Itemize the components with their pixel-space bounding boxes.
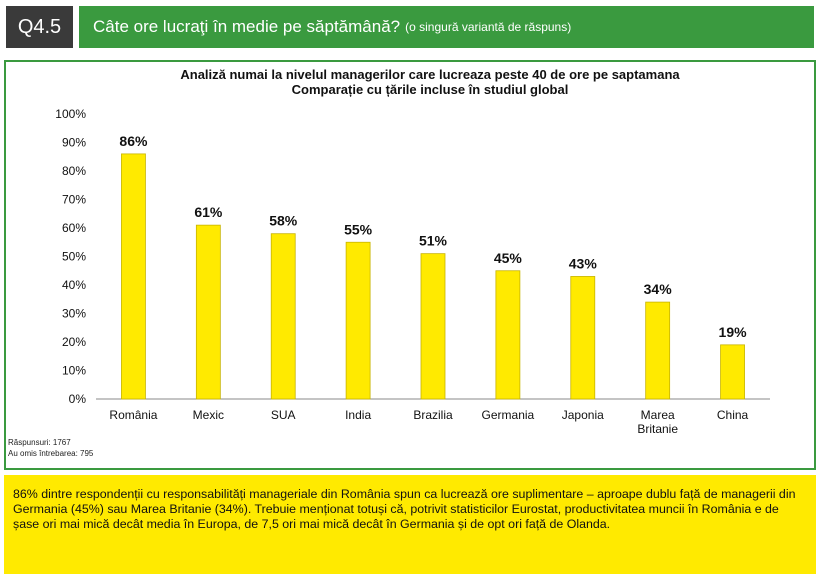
x-tick-label: Brazilia bbox=[413, 408, 453, 422]
x-tick-label: Japonia bbox=[562, 408, 604, 422]
chart-title: Analiză numai la nivelul managerilor car… bbox=[180, 67, 680, 82]
x-tick-label: China bbox=[717, 408, 749, 422]
y-tick-label: 100% bbox=[55, 107, 86, 121]
x-tick-label: SUA bbox=[271, 408, 296, 422]
summary-text: 86% dintre respondenții cu responsabilit… bbox=[13, 487, 796, 531]
responses-count: Răspunsuri: 1767 bbox=[8, 438, 71, 447]
question-number: Q4.5 bbox=[17, 15, 62, 38]
bar-chart: 0% 10% 20% 30% 40% 50% 60% 70% 80% 90% 100% 86% Româ… bbox=[55, 107, 770, 436]
bar bbox=[270, 233, 296, 400]
y-tick-label: 70% bbox=[62, 193, 86, 207]
question-number-badge: Q4.5 bbox=[6, 6, 73, 48]
chart-subtitle: Comparație cu țările incluse în studiul … bbox=[291, 82, 569, 97]
chart-title-block: Analiză numai la nivelul managerilor car… bbox=[0, 67, 820, 97]
x-tick-label: România bbox=[109, 408, 157, 422]
data-label: 51% bbox=[419, 233, 448, 249]
y-tick-label: 40% bbox=[62, 278, 86, 292]
y-tick-label: 30% bbox=[62, 307, 86, 321]
data-label: 19% bbox=[719, 324, 748, 340]
chart-frame bbox=[4, 60, 816, 470]
summary-box: 86% dintre respondenții cu responsabilit… bbox=[4, 475, 816, 574]
bar bbox=[495, 270, 521, 400]
data-label: 45% bbox=[494, 250, 523, 266]
y-tick-label: 0% bbox=[69, 392, 87, 406]
y-tick-label: 90% bbox=[62, 136, 86, 150]
data-label: 55% bbox=[344, 221, 373, 237]
question-header: Câte ore lucraţi în medie pe săptămână? … bbox=[79, 6, 814, 48]
y-tick-label: 50% bbox=[62, 250, 86, 264]
data-label: 58% bbox=[269, 213, 298, 229]
bar bbox=[345, 241, 371, 400]
x-tick-label: Britanie bbox=[637, 422, 678, 436]
bar bbox=[720, 344, 745, 400]
x-tick-label: Marea bbox=[641, 408, 675, 422]
data-label: 34% bbox=[644, 281, 673, 297]
data-label: 86% bbox=[119, 133, 148, 149]
y-tick-label: 20% bbox=[62, 335, 86, 349]
question-text: Câte ore lucraţi în medie pe săptămână? bbox=[93, 17, 401, 36]
bar bbox=[195, 224, 221, 400]
x-tick-label: Germania bbox=[482, 408, 535, 422]
y-tick-label: 60% bbox=[62, 221, 86, 235]
omitted-count: Au omis întrebarea: 795 bbox=[8, 449, 94, 458]
y-tick-label: 80% bbox=[62, 164, 86, 178]
y-tick-label: 10% bbox=[62, 364, 86, 378]
data-label: 43% bbox=[569, 255, 598, 271]
bar bbox=[420, 253, 446, 400]
x-tick-label: Mexic bbox=[193, 408, 224, 422]
bar bbox=[570, 276, 596, 400]
bar bbox=[121, 153, 146, 400]
question-note: (o singură variantă de răspuns) bbox=[405, 20, 572, 34]
data-label: 61% bbox=[194, 204, 223, 220]
x-tick-label: India bbox=[345, 408, 371, 422]
bar bbox=[645, 301, 671, 400]
